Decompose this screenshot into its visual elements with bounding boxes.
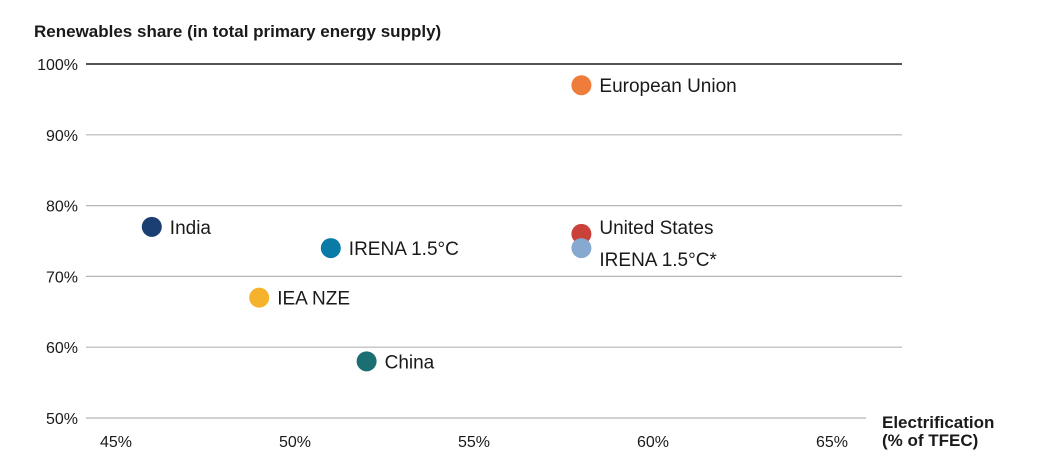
- point-3: [571, 223, 592, 244]
- y-tick-label-60: 60%: [46, 340, 78, 357]
- data-points: European Union India IRENA 1.5°C United Sta…: [141, 75, 737, 373]
- point-label-2: IRENA 1.5°C: [349, 239, 459, 260]
- point-1: [141, 216, 162, 237]
- x-tick-label-60: 60%: [637, 434, 669, 451]
- x-tick-labels: 45% 50% 55% 60% 65%: [100, 434, 848, 451]
- y-tick-label-50: 50%: [46, 411, 78, 428]
- x-tick-label-55: 55%: [458, 434, 490, 451]
- point-0: [571, 75, 592, 96]
- point-label-1: India: [170, 218, 212, 239]
- y-axis-title: Renewables share (in total primary energ…: [34, 22, 441, 41]
- point-label-6: China: [385, 352, 435, 373]
- point-6: [356, 351, 377, 372]
- x-axis-title-line-2: (% of TFEC): [882, 431, 978, 450]
- point-label-3: United States: [599, 218, 713, 239]
- point-label-5: IEA NZE: [277, 289, 350, 310]
- x-axis-title-line-1: Electrification: [882, 413, 994, 432]
- x-axis-title: Electrification (% of TFEC): [882, 413, 994, 450]
- point-4: [571, 238, 592, 259]
- point-label-0: European Union: [599, 76, 736, 97]
- y-tick-label-100: 100%: [37, 57, 78, 74]
- x-tick-label-65: 65%: [816, 434, 848, 451]
- y-tick-labels: 50% 60% 70% 80% 90% 100%: [37, 57, 78, 428]
- gridlines: [86, 63, 902, 419]
- point-5: [249, 287, 270, 308]
- y-tick-label-90: 90%: [46, 128, 78, 145]
- point-label-4: IRENA 1.5°C*: [599, 250, 717, 271]
- x-tick-label-45: 45%: [100, 434, 132, 451]
- x-tick-label-50: 50%: [279, 434, 311, 451]
- point-2: [320, 238, 341, 259]
- y-tick-label-80: 80%: [46, 199, 78, 216]
- y-tick-label-70: 70%: [46, 269, 78, 286]
